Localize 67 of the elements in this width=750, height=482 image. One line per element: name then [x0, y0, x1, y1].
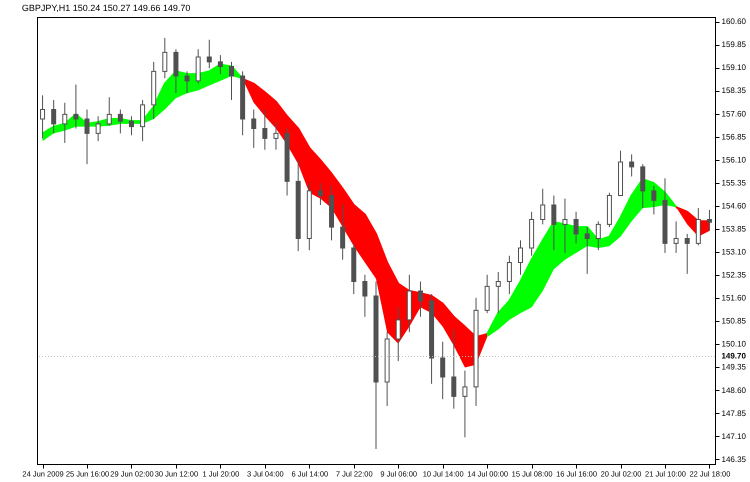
- candlestick: [206, 39, 212, 69]
- candlestick: [73, 84, 78, 130]
- candlestick: [440, 341, 446, 400]
- y-tick-label: 158.35: [722, 86, 747, 96]
- candlestick: [196, 48, 201, 84]
- candlestick: [496, 271, 501, 314]
- candlestick: [262, 108, 268, 150]
- candlestick: [584, 226, 590, 274]
- candlestick: [218, 54, 223, 75]
- y-tick-label: 159.85: [722, 40, 747, 50]
- candlestick: [640, 164, 646, 209]
- candlestick: [540, 188, 546, 225]
- y-tick-label: 160.60: [722, 17, 747, 26]
- y-tick-label: 154.60: [722, 201, 747, 210]
- y-tick-label: 159.10: [722, 63, 747, 72]
- y-tick-label: 156.85: [722, 132, 747, 142]
- y-tick-label: 157.60: [722, 109, 747, 118]
- y-tick-label: 147.85: [722, 408, 747, 418]
- candlestick: [273, 122, 278, 150]
- candlestick: [184, 70, 190, 94]
- candlestick: [396, 306, 401, 362]
- chart-title: GBPJPY,H1 150.24 150.27 149.66 149.70: [22, 3, 190, 13]
- candlestick: [106, 96, 112, 126]
- candlestick: [229, 61, 234, 100]
- candlestick: [462, 370, 468, 438]
- y-tick-label: 153.10: [722, 248, 747, 257]
- ref-line-label: 149.70: [721, 351, 746, 360]
- y-tick-label: 146.35: [722, 454, 747, 464]
- y-tick-label: 148.60: [722, 386, 747, 395]
- candlestick: [551, 194, 556, 251]
- candlestick: [84, 108, 90, 165]
- candlestick: [140, 99, 146, 142]
- y-tick-label: 151.60: [722, 294, 747, 303]
- candlestick: [506, 255, 512, 295]
- y-tick-label: 156.10: [722, 155, 747, 164]
- candlestick: [251, 108, 256, 148]
- candlestick: [562, 198, 568, 254]
- candlestick: [128, 116, 134, 136]
- candlestick: [173, 48, 178, 94]
- candlestick: [340, 204, 346, 260]
- candlestick: [706, 209, 712, 232]
- y-tick-label: 150.10: [722, 340, 747, 349]
- candlestick: [51, 99, 56, 134]
- y-tick-label: 152.35: [722, 270, 747, 280]
- candlestick: [62, 102, 68, 144]
- candlestick: [451, 328, 456, 410]
- candlestick: [162, 37, 168, 79]
- candlestick: [696, 208, 701, 246]
- candlestick: [596, 220, 601, 251]
- candlestick: [629, 154, 634, 177]
- candlestick: [484, 274, 490, 314]
- y-tick-label: 147.10: [722, 432, 747, 441]
- candlestick: [40, 94, 46, 139]
- y-tick-label: 149.35: [722, 362, 747, 372]
- candlestick: [651, 185, 656, 216]
- y-tick-label: 150.85: [722, 316, 747, 326]
- candlestick: [118, 108, 123, 134]
- y-tick-label: 153.85: [722, 224, 747, 234]
- candlestick: [518, 240, 523, 276]
- candlestick: [318, 182, 323, 206]
- candlestick: [362, 274, 368, 318]
- candlestick: [96, 116, 101, 142]
- candlestick: [574, 211, 579, 244]
- candlestick: [674, 220, 679, 254]
- y-tick-label: 155.35: [722, 178, 747, 188]
- candlestick: [418, 281, 423, 318]
- candlestick: [684, 233, 690, 274]
